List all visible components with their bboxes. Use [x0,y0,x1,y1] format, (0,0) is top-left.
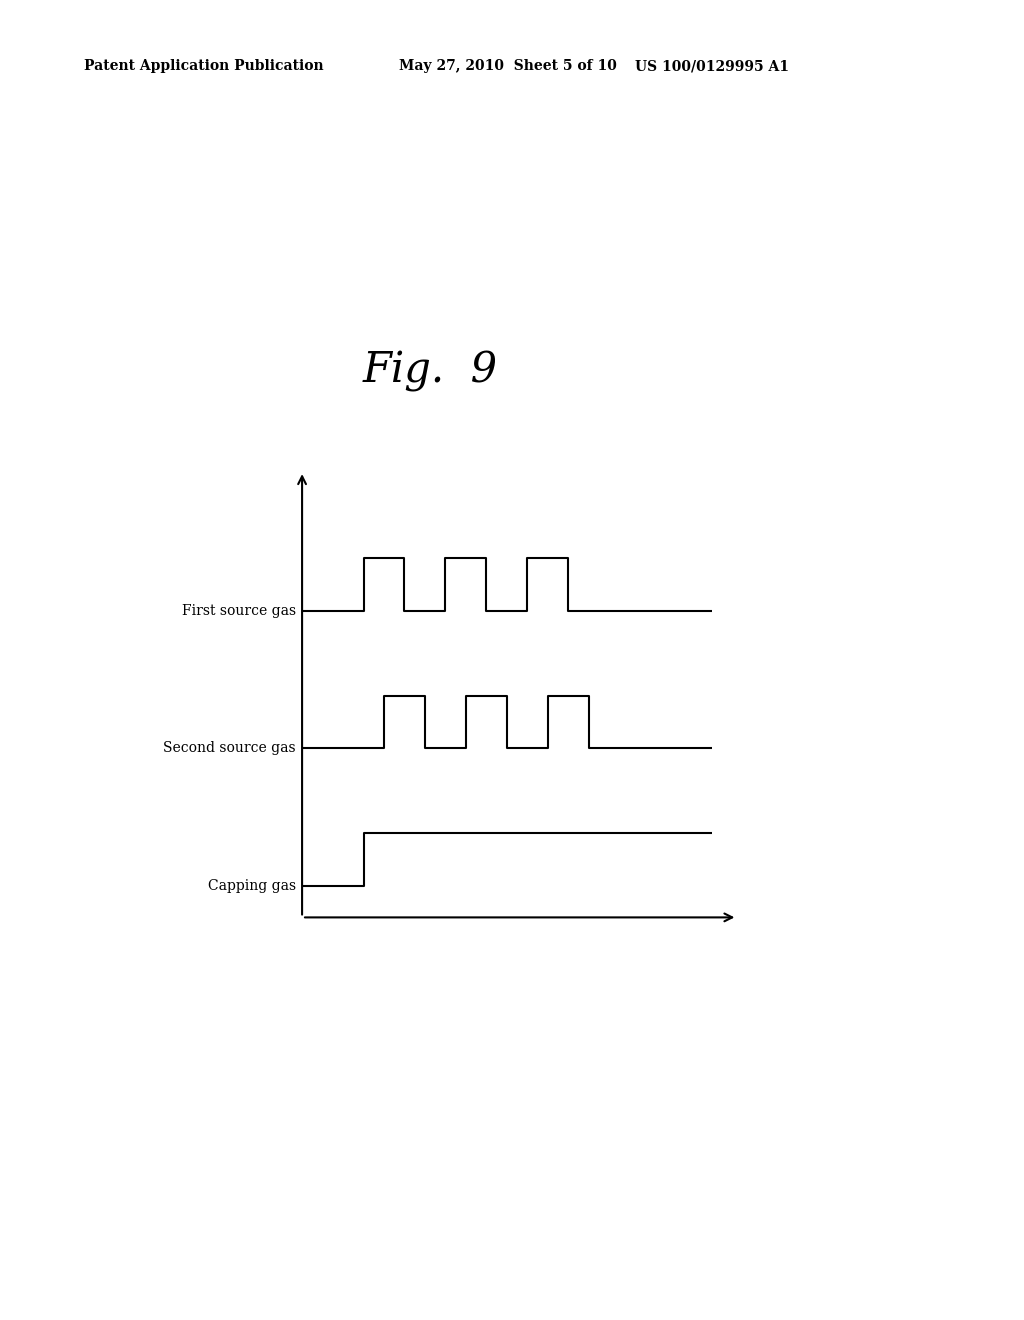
Text: Capping gas: Capping gas [208,879,296,892]
Text: Second source gas: Second source gas [163,742,296,755]
Text: Fig.  9: Fig. 9 [362,350,498,392]
Text: US 100/0129995 A1: US 100/0129995 A1 [635,59,788,73]
Text: First source gas: First source gas [182,605,296,618]
Text: May 27, 2010  Sheet 5 of 10: May 27, 2010 Sheet 5 of 10 [399,59,617,73]
Text: Patent Application Publication: Patent Application Publication [84,59,324,73]
